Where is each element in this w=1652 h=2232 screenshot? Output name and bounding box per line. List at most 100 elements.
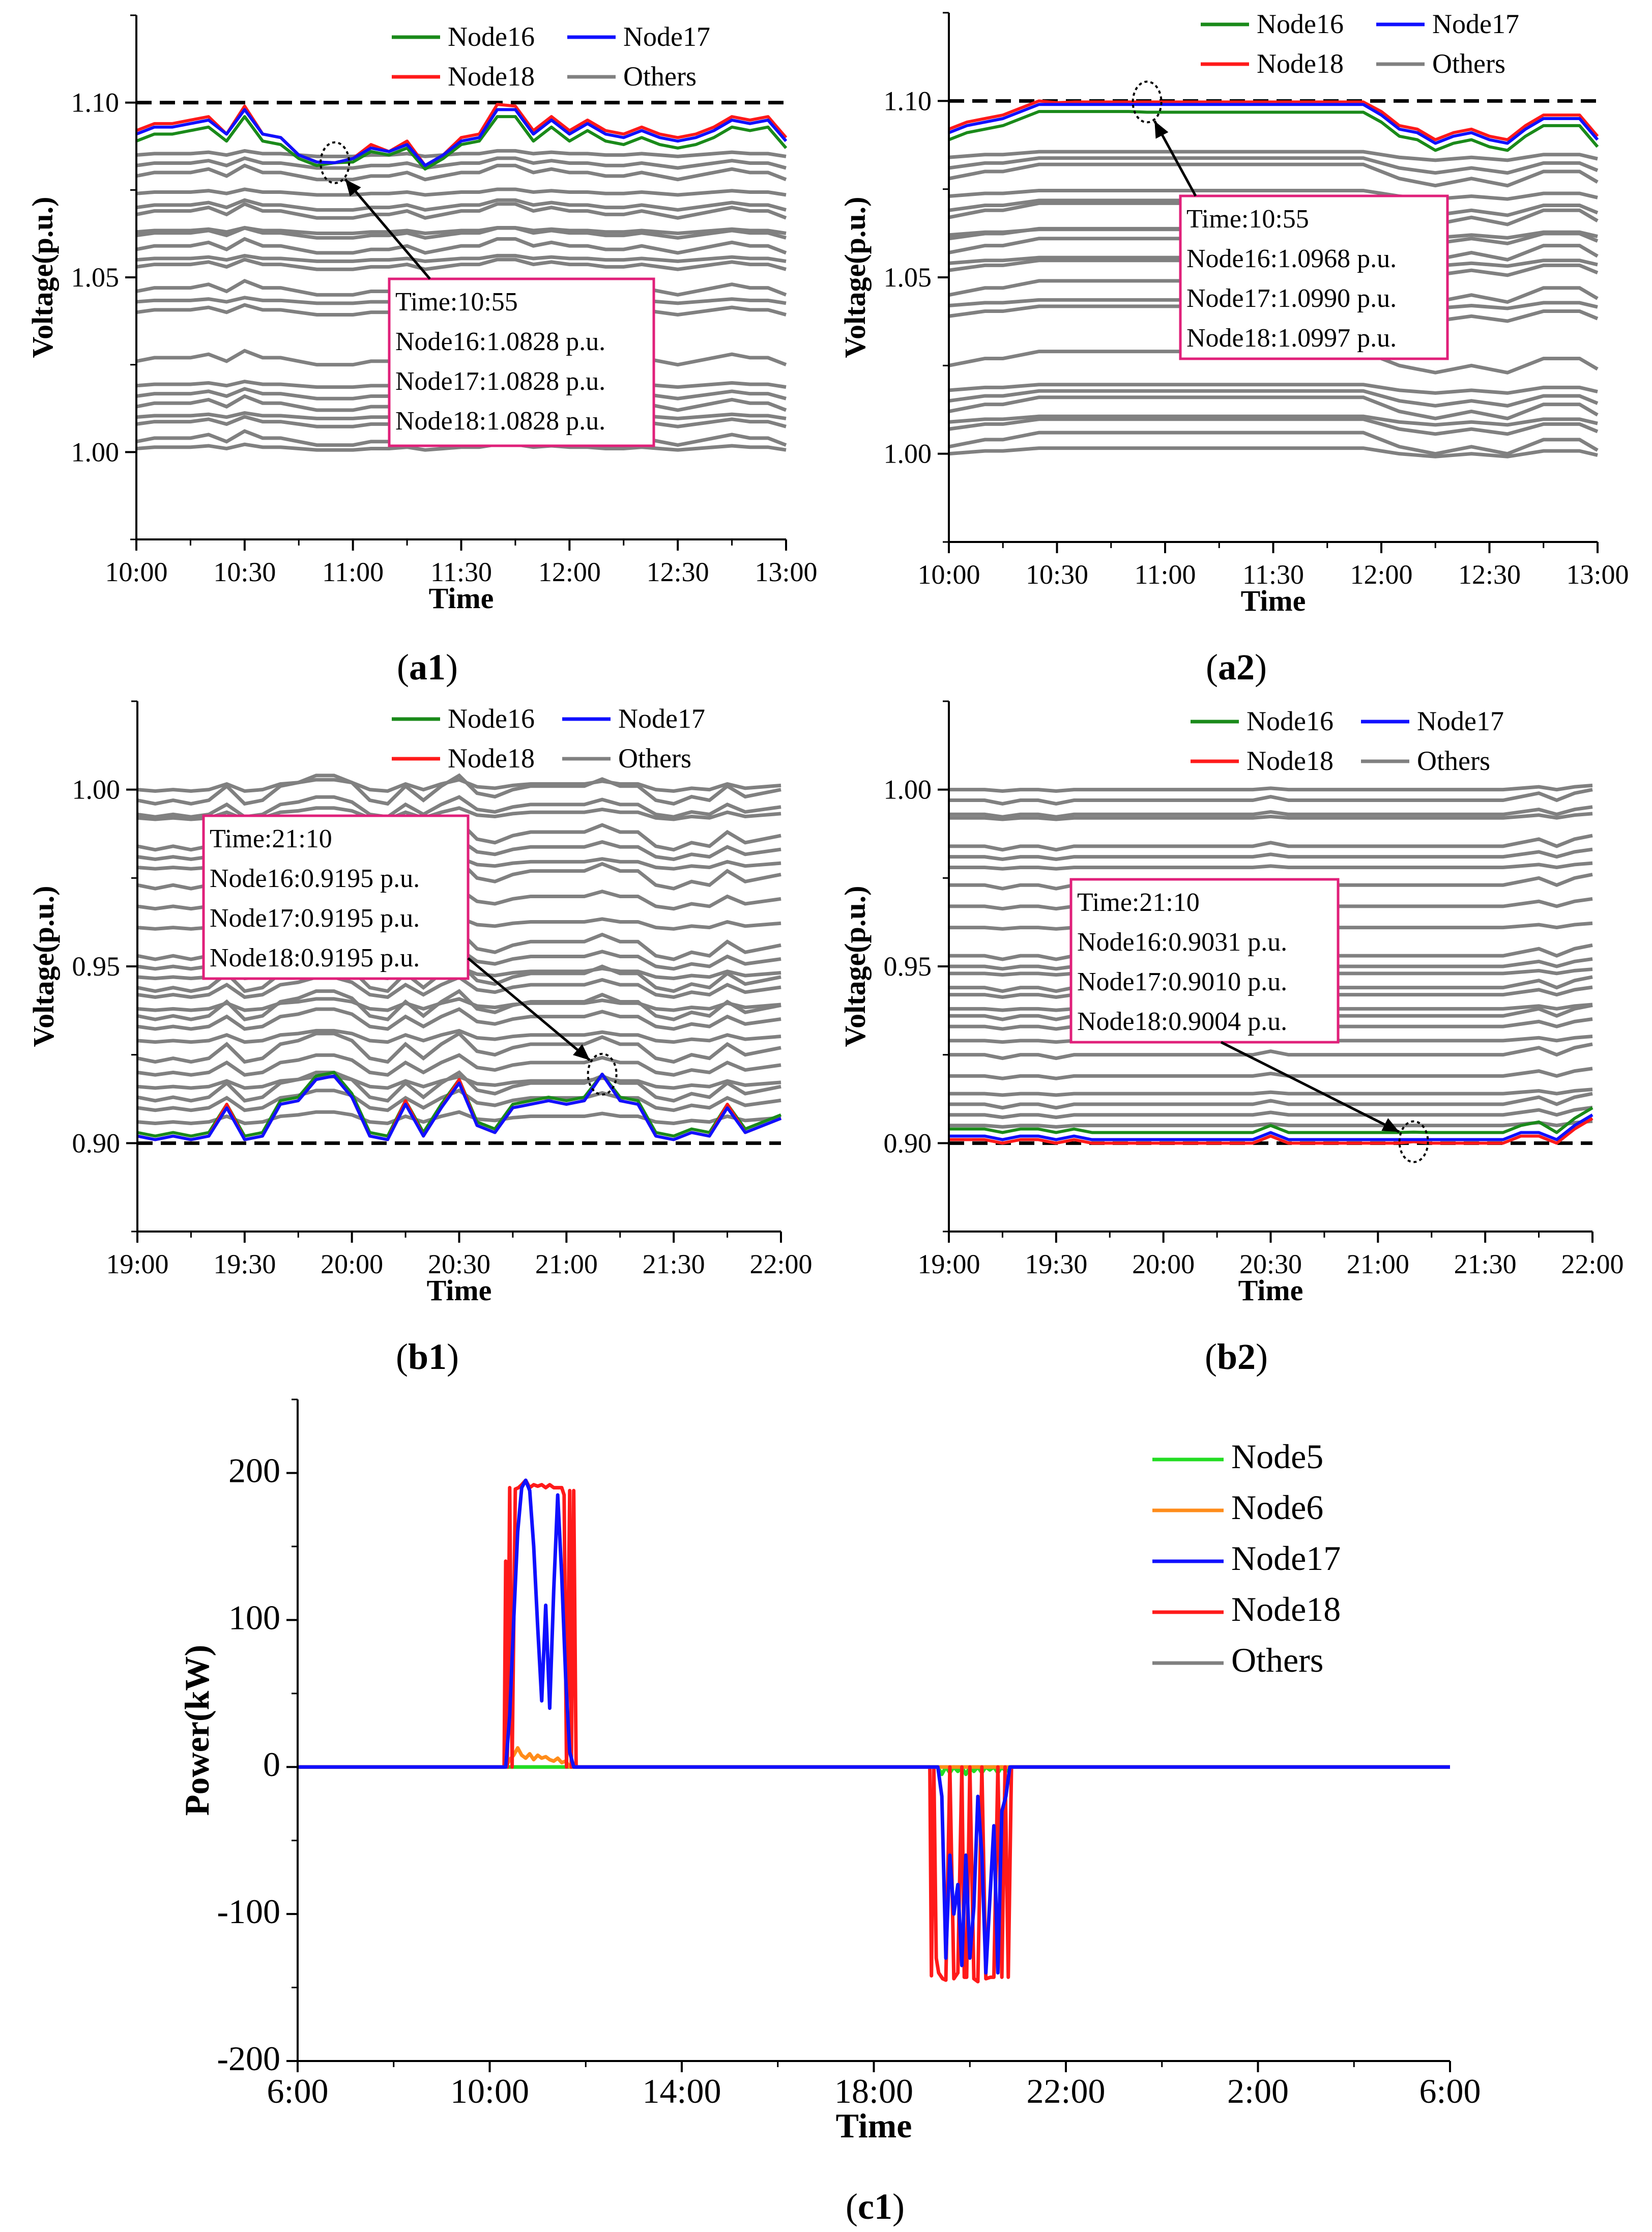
others-series-line: [948, 188, 1598, 201]
caption-letter: c1: [858, 2186, 892, 2227]
caption-paren-open: (: [1205, 1336, 1217, 1377]
others-series-line: [949, 834, 1593, 852]
others-series-line: [948, 150, 1598, 162]
series-line-node17: [949, 1113, 1593, 1141]
series-line-node17: [135, 108, 788, 167]
y-tick-label: 1.10: [884, 85, 932, 116]
x-tick-label: 21:00: [535, 1249, 598, 1279]
legend-label-node17: Node17: [1231, 1539, 1341, 1578]
annotation-line: Node16:0.9195 p.u.: [210, 864, 420, 893]
x-tick-label: 21:00: [1347, 1249, 1409, 1279]
x-tick-label: 19:30: [1025, 1249, 1087, 1279]
x-axis-title: Time: [429, 582, 494, 615]
y-tick-label: 1.00: [72, 775, 121, 805]
legend-label-node17: Node17: [618, 703, 705, 734]
legend-label-node16: Node16: [1247, 706, 1334, 736]
annotation-marker-ellipse: [1398, 1120, 1429, 1163]
x-axis-title: Time: [427, 1274, 492, 1307]
x-tick-label: 18:00: [834, 2072, 913, 2110]
y-tick-label: 1.00: [884, 775, 932, 805]
x-axis-title: Time: [1238, 1274, 1303, 1307]
others-series-line: [949, 788, 1593, 806]
legend-label-others: Others: [1417, 746, 1490, 776]
annotation-arrow-line: [344, 178, 431, 280]
x-tick-label: 11:30: [1242, 559, 1304, 590]
x-tick-label: 19:00: [106, 1249, 168, 1279]
y-tick-label: -100: [217, 1892, 280, 1931]
y-axis-title: Voltage(p.u.): [27, 886, 60, 1047]
series-line-node18: [949, 1117, 1593, 1145]
series-line-node16: [949, 1106, 1593, 1134]
y-axis-title: Voltage(p.u.): [838, 886, 872, 1047]
x-tick-label: 19:00: [917, 1249, 980, 1279]
legend-label-node18: Node18: [1257, 48, 1344, 79]
annotation-marker-ellipse: [587, 1052, 618, 1096]
x-tick-label: 20:30: [1239, 1249, 1302, 1279]
others-series-line: [949, 783, 1593, 793]
caption-paren-close: ): [892, 2186, 905, 2227]
panel-caption: (c1): [846, 2186, 905, 2227]
legend-label-node18: Node18: [1247, 746, 1334, 776]
x-tick-label: 20:00: [321, 1249, 383, 1279]
y-tick-label: -200: [217, 2039, 280, 2078]
annotation-line: Node17:0.9010 p.u.: [1077, 967, 1287, 996]
y-tick-label: 0.90: [884, 1128, 932, 1158]
annotation-line: Node18:0.9004 p.u.: [1077, 1007, 1287, 1036]
others-series-line: [949, 1092, 1593, 1110]
chart-panel-b2: 0.90 0.95 1.00 19:00 19:30 20:00 20:30 21:00 21:…: [838, 700, 1624, 1377]
annotation-box: [1179, 194, 1449, 360]
x-tick-label: 13:00: [1566, 559, 1629, 590]
legend-label-node17: Node17: [1417, 706, 1504, 736]
others-series-line: [949, 805, 1593, 819]
legend-label-node16: Node16: [448, 21, 535, 52]
y-axis-title: Voltage(p.u.): [838, 197, 872, 358]
others-series-line: [948, 383, 1598, 395]
others-series-line: [948, 156, 1599, 175]
y-tick-label: 0: [263, 1745, 280, 1784]
others-series-line: [949, 1105, 1593, 1120]
others-series-line: [136, 257, 787, 271]
others-series-line: [137, 1088, 781, 1112]
others-series-line: [136, 253, 787, 263]
series-line-node18: [948, 99, 1599, 141]
x-tick-label: 10:30: [213, 557, 276, 587]
annotation-line: Node18:0.9195 p.u.: [210, 943, 420, 972]
annotation-marker-ellipse: [320, 141, 351, 184]
panel-caption: (a1): [397, 647, 458, 688]
x-axis-title: Time: [1241, 584, 1306, 617]
caption-paren-open: (: [397, 647, 409, 688]
x-tick-label: 14:00: [643, 2072, 721, 2110]
caption-letter: a2: [1218, 647, 1255, 688]
legend-label-others: Others: [618, 743, 691, 774]
others-series-line: [137, 1031, 781, 1064]
x-tick-label: 13:00: [755, 557, 817, 587]
x-tick-label: 6:00: [267, 2072, 329, 2110]
x-tick-label: 6:00: [1419, 2072, 1481, 2110]
annotation-arrow-head: [573, 1044, 590, 1061]
legend-label-node16: Node16: [448, 703, 535, 734]
annotation-arrow-line: [1220, 1041, 1400, 1133]
others-series-line: [949, 1067, 1593, 1080]
legend-label-node17: Node17: [623, 21, 710, 52]
x-tick-label: 21:30: [643, 1249, 705, 1279]
annotation-arrow-head: [1154, 121, 1169, 139]
others-series-line: [136, 163, 787, 182]
annotation-marker-ellipse: [1132, 80, 1163, 124]
x-tick-label: 12:00: [538, 557, 601, 587]
others-series-line: [949, 861, 1593, 871]
others-series-line: [136, 237, 787, 255]
series-line-node18: [135, 103, 788, 167]
others-series-line: [948, 162, 1599, 188]
x-tick-label: 11:30: [430, 557, 492, 587]
series-line-node16: [135, 115, 788, 171]
others-series-line: [948, 446, 1598, 459]
panel-caption: (b1): [396, 1336, 459, 1377]
legend-label-node6: Node6: [1231, 1488, 1323, 1527]
chart-panel-a1: 1.00 1.05 1.10 10:00 10:30 11:00 11:30 12:00 12:…: [26, 14, 818, 688]
x-tick-label: 10:00: [450, 2072, 529, 2110]
others-series-line: [949, 1042, 1593, 1061]
others-series-line: [948, 414, 1598, 427]
annotation-arrow-line: [467, 957, 591, 1062]
others-series-line: [949, 847, 1593, 862]
